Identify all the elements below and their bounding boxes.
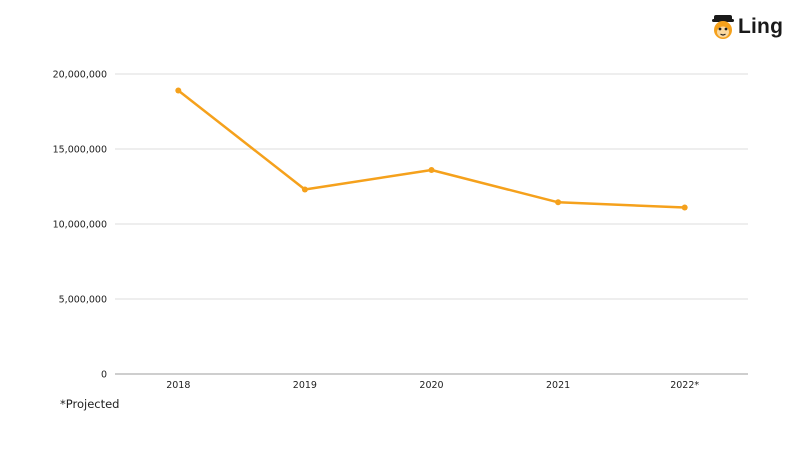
x-tick-label: 2022* [670, 380, 699, 391]
y-tick-label: 15,000,000 [53, 145, 107, 156]
y-tick-label: 5,000,000 [59, 295, 107, 306]
monkey-mascot-icon [712, 15, 734, 39]
data-point [301, 186, 308, 193]
ling-logo: Ling [711, 14, 783, 40]
data-point [681, 204, 688, 211]
data-point [175, 87, 182, 94]
x-tick-label: 2019 [293, 380, 317, 391]
y-tick-label: 0 [101, 370, 107, 381]
projected-footnote: *Projected [60, 397, 120, 411]
x-tick-label: 2020 [419, 380, 443, 391]
x-tick-label: 2018 [166, 380, 190, 391]
y-tick-label: 10,000,000 [53, 220, 107, 231]
x-tick-label: 2021 [546, 380, 570, 391]
data-point [555, 199, 562, 206]
y-tick-label: 20,000,000 [53, 70, 107, 81]
ling-logo-text: Ling [738, 15, 784, 38]
data-point [428, 167, 435, 173]
